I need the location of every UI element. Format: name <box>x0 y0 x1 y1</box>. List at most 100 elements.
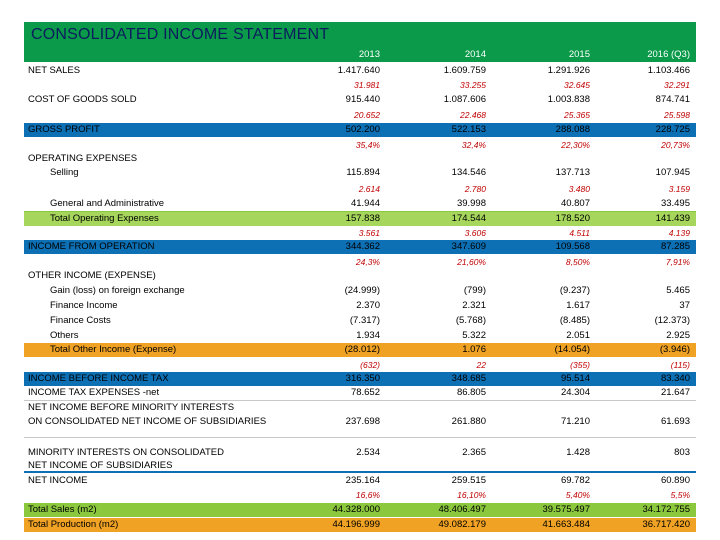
divider <box>24 400 696 401</box>
cell: 502.200 <box>345 124 380 135</box>
cell: (632) <box>360 360 380 370</box>
row-cogs-sub: 20.652 22.468 25.365 25.598 <box>24 109 696 123</box>
row-finance-costs: Finance Costs (7.317) (5.768) (8.485) (1… <box>24 314 696 328</box>
row-label: OTHER INCOME (EXPENSE) <box>28 270 156 281</box>
cell: 235.164 <box>345 475 380 486</box>
row-income-from-operation: INCOME FROM OPERATION 344.362 347.609 10… <box>24 240 696 254</box>
cell: 21,60% <box>457 257 486 267</box>
page-title: CONSOLIDATED INCOME STATEMENT <box>31 26 330 43</box>
row-selling-sub: 2.614 2.780 3.480 3.159 <box>24 183 696 197</box>
cell: 1.003.838 <box>547 94 590 105</box>
cell: 2.534 <box>356 447 380 458</box>
row-other-income-header: OTHER INCOME (EXPENSE) <box>24 269 696 283</box>
row-selling: Selling 115.894 134.546 137.713 107.945 <box>24 166 696 180</box>
row-total-other-income-sub: (632) 22 (355) (115) <box>24 359 696 373</box>
cell: (3.946) <box>659 344 690 355</box>
cell: 3.159 <box>668 184 690 194</box>
cell: 2.051 <box>566 330 590 341</box>
row-label: Total Operating Expenses <box>50 213 159 224</box>
year-header: 2015 <box>568 49 590 60</box>
cell: 1.617 <box>566 300 590 311</box>
row-gain-loss-fx: Gain (loss) on foreign exchange (24.999)… <box>24 284 696 298</box>
row-operating-expenses-header: OPERATING EXPENSES <box>24 152 696 166</box>
row-label: Total Other Income (Expense) <box>50 344 177 355</box>
cell: 33.495 <box>660 198 690 209</box>
cell: 20,73% <box>661 140 690 150</box>
divider <box>24 211 696 212</box>
cell: (799) <box>463 285 486 296</box>
cell: 137.713 <box>555 167 590 178</box>
row-label: OPERATING EXPENSES <box>28 153 138 164</box>
cell: 35,4% <box>355 140 380 150</box>
row-label: INCOME FROM OPERATION <box>28 241 155 252</box>
row-cogs: COST OF GOODS SOLD 915.440 1.087.606 1.0… <box>24 93 696 107</box>
row-minority-interests: MINORITY INTERESTS ON CONSOLIDATED 2.534… <box>24 446 696 460</box>
cell: 16,6% <box>355 490 380 500</box>
cell: 1.609.759 <box>443 65 486 76</box>
cell: 31.981 <box>354 80 380 90</box>
cell: 228.725 <box>655 124 690 135</box>
cell: 25.365 <box>564 110 590 120</box>
cell: 22 <box>476 360 486 370</box>
cell: 5,5% <box>670 490 690 500</box>
cell: 39.575.497 <box>542 504 590 515</box>
cell: 36.717.420 <box>642 519 690 530</box>
cell: 2.370 <box>356 300 380 311</box>
row-total-other-income: Total Other Income (Expense) (28.012) 1.… <box>24 343 696 357</box>
cell: 22,30% <box>561 140 590 150</box>
row-total-operating-expenses: Total Operating Expenses 157.838 174.544… <box>24 212 696 226</box>
cell: 3.561 <box>358 228 380 238</box>
row-label: Finance Income <box>50 300 118 311</box>
year-header: 2014 <box>464 49 486 60</box>
cell: 16,10% <box>457 490 486 500</box>
cell: 2.614 <box>358 184 380 194</box>
row-net-income-before-minority: NET INCOME BEFORE MINORITY INTERESTS <box>24 401 696 415</box>
cell: 803 <box>674 447 690 458</box>
row-gross-profit: GROSS PROFIT 502.200 522.153 288.088 228… <box>24 123 696 137</box>
row-label: Total Production (m2) <box>28 519 119 530</box>
cell: 39.998 <box>456 198 486 209</box>
cell: 178.520 <box>555 213 590 224</box>
cell: 1.103.466 <box>647 65 690 76</box>
cell: (115) <box>670 360 690 370</box>
cell: 95.514 <box>560 373 590 384</box>
row-label: General and Administrative <box>50 198 165 209</box>
cell: (355) <box>570 360 590 370</box>
cell: 1.291.926 <box>547 65 590 76</box>
row-label: GROSS PROFIT <box>28 124 100 135</box>
row-label: ON CONSOLIDATED NET INCOME OF SUBSIDIARI… <box>28 416 267 427</box>
cell: 1.076 <box>462 344 486 355</box>
cell: 259.515 <box>451 475 486 486</box>
cell: 141.439 <box>655 213 690 224</box>
cell: 71.210 <box>560 416 590 427</box>
row-label: NET INCOME <box>28 475 88 486</box>
cell: 1.417.640 <box>337 65 380 76</box>
row-net-sales: NET SALES 1.417.640 1.609.759 1.291.926 … <box>24 64 696 78</box>
cell: 134.546 <box>451 167 486 178</box>
cell: 7,91% <box>665 257 690 267</box>
cell: 37 <box>679 300 690 311</box>
cell: 78.652 <box>350 387 380 398</box>
row-label: NET SALES <box>28 65 81 76</box>
row-label: Gain (loss) on foreign exchange <box>50 285 185 296</box>
row-finance-income: Finance Income 2.370 2.321 1.617 37 <box>24 299 696 313</box>
cell: 107.945 <box>655 167 690 178</box>
cell: 44.328.000 <box>332 504 380 515</box>
row-label: INCOME TAX EXPENSES -net <box>28 387 160 398</box>
cell: 22.468 <box>460 110 486 120</box>
cell: 41.663.484 <box>542 519 590 530</box>
cell: 4.511 <box>569 228 590 238</box>
row-total-sales: Total Sales (m2) 44.328.000 48.406.497 3… <box>24 503 696 517</box>
year-header: 2016 (Q3) <box>647 49 690 60</box>
cell: (12.373) <box>654 315 690 326</box>
row-others: Others 1.934 5.322 2.051 2.925 <box>24 329 696 343</box>
income-statement-sheet: CONSOLIDATED INCOME STATEMENT 2013 2014 … <box>24 22 696 532</box>
cell: 348.685 <box>451 373 486 384</box>
row-general-admin: General and Administrative 41.944 39.998… <box>24 197 696 211</box>
row-gross-profit-pct: 35,4% 32,4% 22,30% 20,73% <box>24 139 696 153</box>
cell: (9.237) <box>559 285 590 296</box>
cell: 24.304 <box>560 387 590 398</box>
cell: 20.652 <box>354 110 380 120</box>
cell: 915.440 <box>345 94 380 105</box>
cell: 32.645 <box>564 80 590 90</box>
